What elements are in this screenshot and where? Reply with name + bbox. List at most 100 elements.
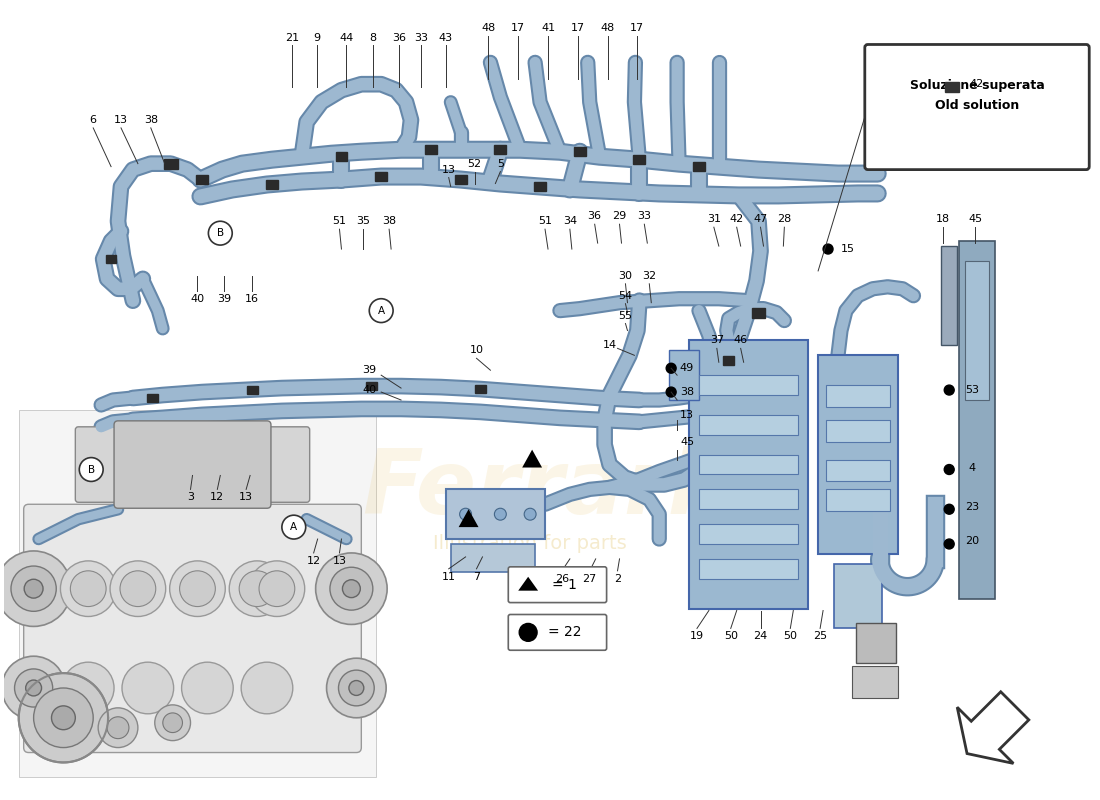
Circle shape <box>98 708 138 747</box>
Text: 17: 17 <box>512 22 526 33</box>
Text: 39: 39 <box>362 366 376 375</box>
Text: 50: 50 <box>724 631 738 642</box>
Text: 51: 51 <box>332 216 346 226</box>
Bar <box>826 459 890 482</box>
Text: 34: 34 <box>563 216 576 226</box>
Text: 4: 4 <box>968 462 976 473</box>
Text: 28: 28 <box>778 214 792 224</box>
Text: 45: 45 <box>968 214 982 224</box>
Circle shape <box>370 298 393 322</box>
Text: 18: 18 <box>936 214 950 224</box>
Circle shape <box>70 571 106 606</box>
Text: 47: 47 <box>754 214 768 224</box>
Bar <box>425 146 437 154</box>
FancyBboxPatch shape <box>508 567 606 602</box>
Bar <box>965 261 989 400</box>
Text: Illustration for parts: Illustration for parts <box>433 534 627 554</box>
Bar <box>535 182 546 191</box>
Text: 45: 45 <box>680 437 694 446</box>
Text: 2: 2 <box>614 574 622 584</box>
Circle shape <box>182 662 233 714</box>
Bar <box>851 666 898 698</box>
Text: 15: 15 <box>840 244 855 254</box>
Bar <box>197 175 208 184</box>
Text: 37: 37 <box>710 335 724 346</box>
Circle shape <box>63 662 114 714</box>
Bar <box>336 152 348 161</box>
Text: 13: 13 <box>239 492 253 502</box>
Circle shape <box>327 658 386 718</box>
Text: 29: 29 <box>613 211 627 222</box>
Bar <box>945 82 959 92</box>
Text: 9: 9 <box>314 33 320 42</box>
Text: 19: 19 <box>690 631 704 642</box>
Circle shape <box>519 623 537 642</box>
Text: 20: 20 <box>965 536 979 546</box>
Circle shape <box>25 680 42 696</box>
Circle shape <box>944 539 954 549</box>
Text: 53: 53 <box>965 385 979 395</box>
Circle shape <box>525 508 536 520</box>
FancyBboxPatch shape <box>24 504 361 753</box>
Circle shape <box>330 567 373 610</box>
Bar <box>634 155 646 164</box>
Circle shape <box>179 571 216 606</box>
Text: 16: 16 <box>245 294 260 304</box>
Bar <box>669 350 698 400</box>
Circle shape <box>107 717 129 738</box>
Text: 21: 21 <box>285 33 299 42</box>
Bar <box>834 564 882 629</box>
Bar <box>752 308 764 318</box>
Text: 23: 23 <box>965 502 979 512</box>
Text: Ferrari: Ferrari <box>362 446 698 533</box>
Circle shape <box>667 387 676 397</box>
Text: A: A <box>290 522 297 532</box>
Circle shape <box>667 363 676 373</box>
Text: 41: 41 <box>541 22 556 33</box>
Polygon shape <box>957 692 1028 763</box>
Bar <box>698 415 799 434</box>
Text: 54: 54 <box>618 290 632 301</box>
Circle shape <box>120 571 156 606</box>
Text: 32: 32 <box>642 271 657 281</box>
Circle shape <box>249 561 305 617</box>
Bar <box>494 146 506 154</box>
Text: 55: 55 <box>618 310 632 321</box>
Circle shape <box>34 688 94 747</box>
Polygon shape <box>19 410 376 778</box>
Text: 42: 42 <box>729 214 744 224</box>
Circle shape <box>79 458 103 482</box>
Bar <box>826 420 890 442</box>
Bar <box>698 490 799 510</box>
FancyBboxPatch shape <box>114 421 271 508</box>
FancyBboxPatch shape <box>75 427 310 502</box>
Text: 30: 30 <box>618 271 632 281</box>
Text: 40: 40 <box>190 294 205 304</box>
Circle shape <box>239 571 275 606</box>
Text: 3: 3 <box>187 492 194 502</box>
Circle shape <box>2 656 65 720</box>
Text: Old solution: Old solution <box>935 98 1019 111</box>
Bar <box>574 147 585 156</box>
Bar <box>375 172 387 181</box>
Text: 17: 17 <box>630 22 645 33</box>
Polygon shape <box>959 241 994 598</box>
Text: 33: 33 <box>414 33 428 42</box>
Bar <box>698 454 799 474</box>
Bar <box>724 356 734 365</box>
Bar <box>246 386 257 394</box>
FancyBboxPatch shape <box>865 45 1089 170</box>
Text: 48: 48 <box>482 22 496 33</box>
Text: 39: 39 <box>217 294 231 304</box>
Text: 36: 36 <box>587 211 602 222</box>
Text: 36: 36 <box>392 33 406 42</box>
Circle shape <box>169 561 226 617</box>
Text: 10: 10 <box>470 346 484 355</box>
Circle shape <box>155 705 190 741</box>
Text: 13: 13 <box>332 556 346 566</box>
Circle shape <box>460 508 472 520</box>
Text: 6: 6 <box>90 115 97 125</box>
Text: 14: 14 <box>603 340 617 350</box>
Text: 35: 35 <box>356 216 371 226</box>
Text: 5: 5 <box>497 158 504 169</box>
